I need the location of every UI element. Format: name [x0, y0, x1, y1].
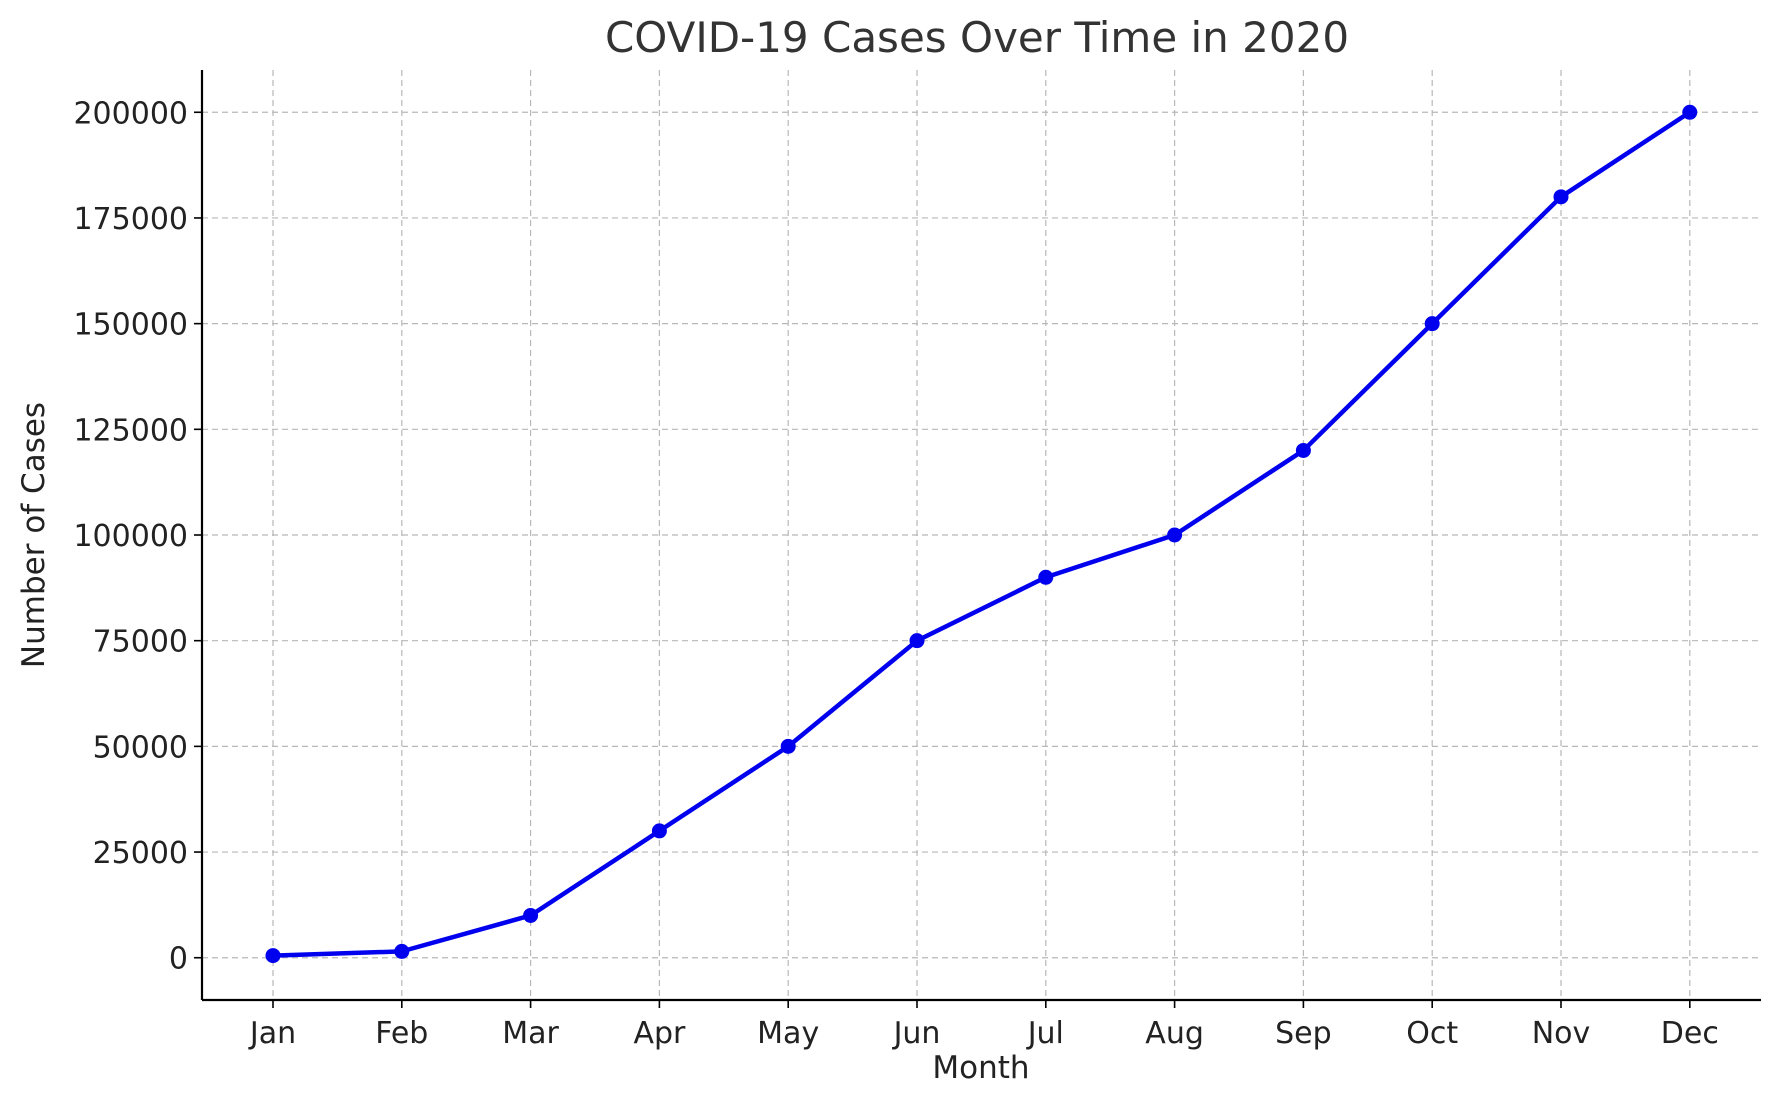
x-tick-label: Jan	[248, 1016, 296, 1051]
y-tick-label: 100000	[73, 519, 188, 554]
data-point	[1682, 104, 1698, 120]
series-line	[272, 110, 1692, 958]
y-tick-label: 175000	[73, 202, 188, 237]
chart-title: COVID-19 Cases Over Time in 2020	[605, 13, 1349, 62]
y-tick-label: 200000	[73, 96, 188, 131]
x-tick-label: Aug	[1145, 1016, 1204, 1051]
data-point	[1424, 316, 1440, 332]
y-tick-label: 0	[169, 942, 188, 977]
data-point	[394, 943, 410, 959]
x-tick-label: Apr	[633, 1016, 686, 1051]
y-tick-label: 125000	[73, 413, 188, 448]
x-axis-label: Month	[932, 1050, 1029, 1086]
x-tick-label: Sep	[1275, 1016, 1332, 1051]
data-point	[1038, 569, 1054, 585]
x-tick-label: Mar	[502, 1016, 559, 1051]
x-tick-label: Jun	[892, 1016, 941, 1051]
data-point	[1295, 442, 1311, 458]
ticks: Jan Feb Mar Apr May Jun Jul Aug Sep Oct Nov Dec 0 250…	[73, 96, 1718, 1051]
data-point	[1167, 527, 1183, 543]
data-point	[523, 907, 539, 923]
data-point	[651, 823, 667, 839]
data-point	[780, 738, 796, 754]
data-point	[265, 948, 281, 964]
y-tick-label: 150000	[73, 308, 188, 343]
x-tick-label: May	[757, 1016, 819, 1051]
y-axis-label: Number of Cases	[16, 402, 52, 668]
y-tick-label: 25000	[93, 836, 188, 871]
x-tick-label: Nov	[1532, 1016, 1591, 1051]
x-tick-label: Feb	[375, 1016, 428, 1051]
x-tick-label: Dec	[1661, 1016, 1719, 1051]
grid	[202, 70, 1761, 1000]
x-tick-label: Oct	[1406, 1016, 1458, 1051]
data-point	[909, 633, 925, 649]
y-tick-label: 50000	[93, 730, 188, 765]
data-point	[1553, 189, 1569, 205]
series	[265, 104, 1698, 964]
y-tick-label: 75000	[93, 625, 188, 660]
x-tick-label: Jul	[1026, 1016, 1064, 1051]
